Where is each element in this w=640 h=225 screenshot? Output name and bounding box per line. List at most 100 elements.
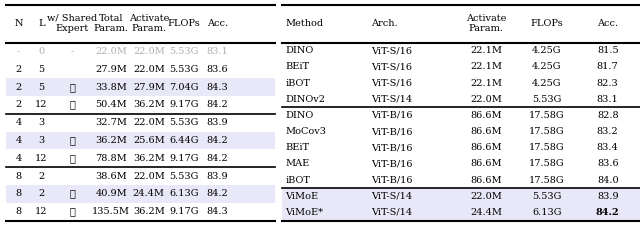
Text: 36.2M: 36.2M — [95, 136, 127, 145]
Text: 24.4M: 24.4M — [470, 208, 502, 217]
Text: 5.53G: 5.53G — [169, 118, 198, 127]
Text: 3: 3 — [38, 118, 44, 127]
Text: 7.04G: 7.04G — [169, 83, 198, 92]
Text: ✓: ✓ — [69, 83, 75, 92]
Text: ViT-B/16: ViT-B/16 — [371, 160, 413, 169]
Text: 86.6M: 86.6M — [470, 127, 502, 136]
Text: 81.7: 81.7 — [597, 63, 619, 72]
Text: 2: 2 — [38, 171, 44, 180]
Text: ViT-B/16: ViT-B/16 — [371, 176, 413, 184]
Text: 22.0M: 22.0M — [470, 95, 502, 104]
Text: 3: 3 — [38, 136, 44, 145]
Text: 5.53G: 5.53G — [532, 95, 561, 104]
Text: 5.53G: 5.53G — [169, 65, 198, 74]
Text: Acc.: Acc. — [207, 19, 228, 28]
Text: 8: 8 — [15, 189, 22, 198]
Text: iBOT: iBOT — [285, 176, 310, 184]
Text: 22.0M: 22.0M — [133, 65, 165, 74]
Text: 84.3: 84.3 — [207, 207, 228, 216]
Text: 5.53G: 5.53G — [169, 171, 198, 180]
Text: 83.1: 83.1 — [597, 95, 619, 104]
Text: 27.9M: 27.9M — [133, 83, 165, 92]
Text: 12: 12 — [35, 154, 47, 163]
Text: 84.2: 84.2 — [596, 208, 620, 217]
Text: ViMoE*: ViMoE* — [285, 208, 323, 217]
Text: Arch.: Arch. — [371, 19, 398, 28]
Text: ViT-S/16: ViT-S/16 — [371, 79, 412, 88]
Text: ViT-S/14: ViT-S/14 — [371, 95, 412, 104]
Text: ViT-S/14: ViT-S/14 — [371, 208, 412, 217]
Text: 83.6: 83.6 — [597, 160, 618, 169]
Text: 17.58G: 17.58G — [529, 143, 564, 152]
Text: ViT-B/16: ViT-B/16 — [371, 111, 413, 120]
Text: ViT-B/16: ViT-B/16 — [371, 143, 413, 152]
Text: 17.58G: 17.58G — [529, 176, 564, 184]
Text: 17.58G: 17.58G — [529, 111, 564, 120]
Text: 2: 2 — [38, 189, 44, 198]
Text: Activate
Param.: Activate Param. — [466, 14, 506, 33]
Text: DINO: DINO — [285, 111, 314, 120]
Text: ✓: ✓ — [69, 136, 75, 145]
Text: 5.53G: 5.53G — [532, 192, 561, 201]
Text: 83.2: 83.2 — [597, 127, 619, 136]
Text: 86.6M: 86.6M — [470, 160, 502, 169]
Text: 2: 2 — [15, 100, 22, 110]
Text: 4: 4 — [15, 136, 22, 145]
Text: 83.9: 83.9 — [207, 118, 228, 127]
Text: 4.25G: 4.25G — [532, 79, 561, 88]
Text: N: N — [14, 19, 23, 28]
Text: ViT-S/16: ViT-S/16 — [371, 63, 412, 72]
Text: DINOv2: DINOv2 — [285, 95, 325, 104]
Text: 5: 5 — [38, 65, 44, 74]
Text: 22.0M: 22.0M — [95, 47, 127, 56]
Text: 83.4: 83.4 — [597, 143, 619, 152]
Text: FLOPs: FLOPs — [531, 19, 563, 28]
Text: 2: 2 — [15, 65, 22, 74]
Text: ✓: ✓ — [69, 207, 75, 216]
Text: 6.13G: 6.13G — [532, 208, 561, 217]
Text: 4: 4 — [15, 118, 22, 127]
Text: 84.3: 84.3 — [207, 83, 228, 92]
Text: ViT-S/16: ViT-S/16 — [371, 46, 412, 55]
Text: 81.5: 81.5 — [597, 46, 618, 55]
Text: 82.8: 82.8 — [597, 111, 618, 120]
Text: 33.8M: 33.8M — [95, 83, 127, 92]
Text: MoCov3: MoCov3 — [285, 127, 326, 136]
Text: 8: 8 — [15, 171, 22, 180]
Text: 22.1M: 22.1M — [470, 46, 502, 55]
Text: Method: Method — [285, 19, 323, 28]
Text: FLOPs: FLOPs — [168, 19, 200, 28]
Text: 82.3: 82.3 — [597, 79, 619, 88]
Text: 22.0M: 22.0M — [133, 118, 165, 127]
Bar — [282, 204, 640, 220]
Text: Activate
Param.: Activate Param. — [129, 14, 169, 33]
Text: 36.2M: 36.2M — [133, 154, 165, 163]
Text: Total
Param.: Total Param. — [93, 14, 129, 33]
Text: -: - — [70, 47, 74, 56]
Text: 36.2M: 36.2M — [133, 100, 165, 110]
Text: 9.17G: 9.17G — [169, 100, 198, 110]
Text: DINO: DINO — [285, 46, 314, 55]
Text: 78.8M: 78.8M — [95, 154, 127, 163]
Text: 25.6M: 25.6M — [133, 136, 164, 145]
Text: 86.6M: 86.6M — [470, 176, 502, 184]
Text: 4.25G: 4.25G — [532, 63, 561, 72]
Text: iBOT: iBOT — [285, 79, 310, 88]
Text: 0: 0 — [38, 47, 44, 56]
Text: 22.0M: 22.0M — [133, 47, 165, 56]
Text: 40.9M: 40.9M — [95, 189, 127, 198]
Text: 38.6M: 38.6M — [95, 171, 127, 180]
Text: 50.4M: 50.4M — [95, 100, 127, 110]
Text: 6.44G: 6.44G — [169, 136, 198, 145]
Text: 135.5M: 135.5M — [92, 207, 130, 216]
Text: ✓: ✓ — [69, 189, 75, 198]
Text: 83.9: 83.9 — [207, 171, 228, 180]
Text: 9.17G: 9.17G — [169, 207, 198, 216]
Text: 22.0M: 22.0M — [470, 192, 502, 201]
Text: 32.7M: 32.7M — [95, 118, 127, 127]
Text: 84.2: 84.2 — [207, 100, 228, 110]
Bar — [6, 78, 275, 96]
Text: 12: 12 — [35, 100, 47, 110]
Text: 83.9: 83.9 — [597, 192, 618, 201]
Text: 22.1M: 22.1M — [470, 79, 502, 88]
